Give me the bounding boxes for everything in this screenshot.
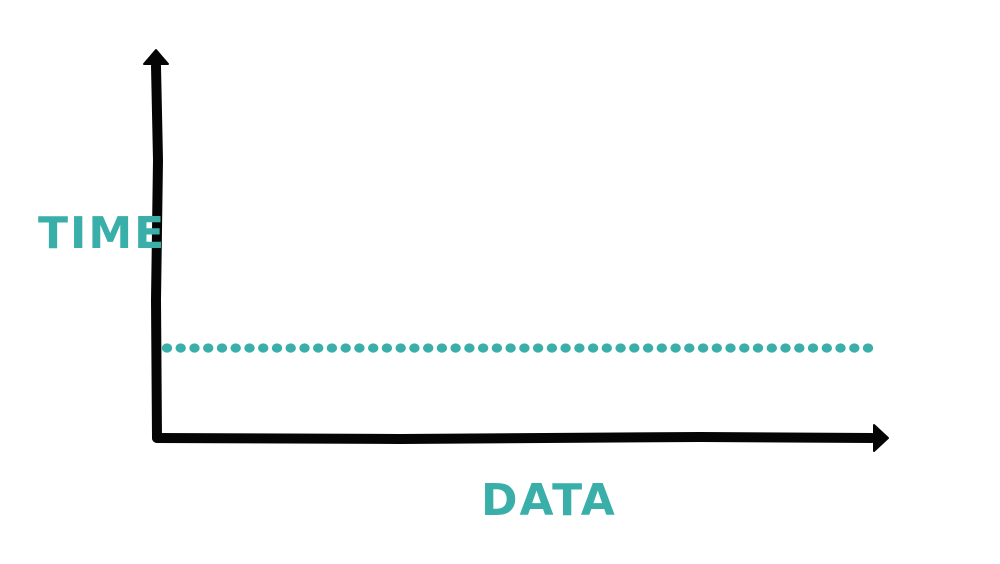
series-point — [313, 343, 324, 353]
series-point — [258, 343, 269, 353]
series-point — [395, 343, 406, 353]
series-point — [244, 343, 255, 353]
series-point — [574, 343, 585, 353]
series-point — [532, 343, 544, 353]
series-point — [656, 343, 667, 353]
series-point — [725, 343, 736, 353]
x-axis-line — [152, 432, 877, 444]
series-point — [368, 343, 379, 353]
series-point — [560, 343, 571, 353]
series-point — [161, 343, 173, 353]
series-point — [849, 343, 860, 353]
series-point — [766, 343, 777, 353]
series-point — [299, 343, 310, 353]
series-point — [862, 343, 874, 353]
series-point — [684, 343, 695, 353]
series-point — [230, 343, 241, 353]
series-point — [505, 343, 516, 353]
series-point — [423, 343, 434, 353]
series-point — [354, 343, 365, 353]
series-point — [739, 343, 750, 353]
series-point — [203, 343, 214, 353]
series-point — [409, 343, 420, 353]
series-0 — [161, 343, 874, 353]
series-point — [642, 343, 654, 353]
series-point — [381, 343, 393, 353]
series-point — [821, 343, 832, 353]
series-group — [161, 343, 874, 353]
series-point — [601, 343, 612, 353]
series-point — [587, 343, 599, 353]
series-point — [546, 343, 558, 353]
series-point — [477, 343, 489, 353]
y-axis-arrowhead — [143, 49, 169, 65]
series-point — [711, 343, 722, 353]
series-point — [835, 343, 846, 353]
series-point — [794, 343, 805, 353]
series-point — [519, 343, 530, 353]
series-point — [450, 343, 461, 353]
series-point — [189, 343, 200, 353]
series-point — [175, 343, 186, 353]
series-point — [216, 343, 228, 353]
series-point — [271, 343, 283, 353]
series-point — [340, 343, 351, 353]
axes — [143, 49, 889, 452]
series-point — [326, 343, 338, 353]
x-axis-label: DATA — [481, 475, 617, 526]
series-point — [752, 343, 764, 353]
series-point — [491, 343, 503, 353]
series-point — [436, 343, 448, 353]
series-point — [697, 343, 709, 353]
series-point — [807, 343, 819, 353]
series-point — [780, 343, 791, 353]
x-axis-arrowhead — [873, 424, 889, 452]
series-point — [464, 343, 475, 353]
series-point — [629, 343, 640, 353]
series-point — [670, 343, 681, 353]
y-axis-label: TIME — [38, 208, 166, 259]
y-axis-line — [151, 61, 163, 443]
series-point — [285, 343, 296, 353]
series-point — [615, 343, 626, 353]
